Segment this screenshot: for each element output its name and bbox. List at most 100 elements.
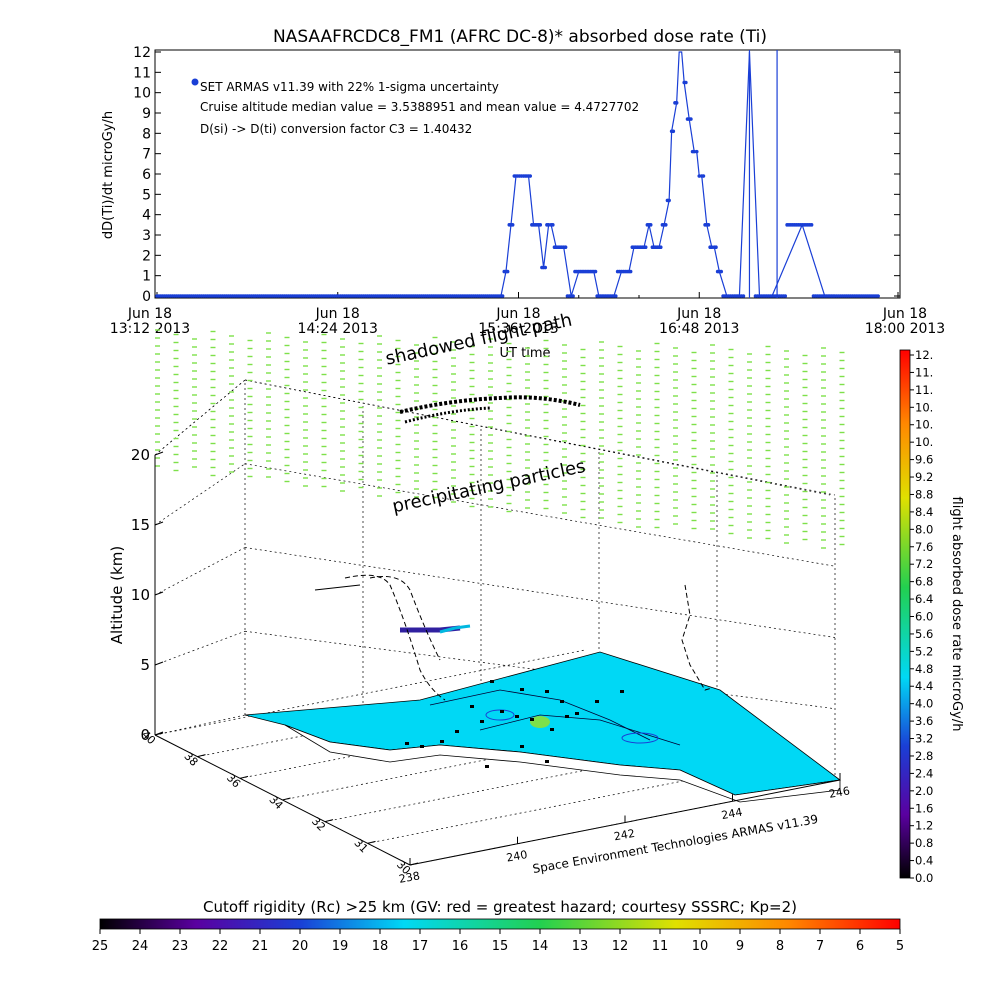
data-point	[701, 174, 706, 178]
dose-colorbar-tick-label: 10.	[915, 400, 933, 414]
altitude-gridline-left	[154, 630, 246, 666]
dose-rate-colorbar-ticks: 12. 11. 11. 10. 10. 10. 9.6 9.2 8.8 8.4 8.0 7.6 7.2 6…	[910, 348, 933, 885]
latitude-tick	[239, 775, 249, 779]
flight-segment-cruise-2	[439, 624, 471, 634]
data-point	[694, 149, 699, 154]
latitude-tick	[409, 862, 419, 866]
latitude-tick-label: 36	[224, 771, 243, 790]
longitude-tick-label: 242	[613, 827, 636, 843]
dose-colorbar-tick-label: 8.8	[915, 487, 933, 501]
altitude-gridline-left	[154, 547, 246, 596]
track-dot	[480, 720, 484, 723]
dose-colorbar-tick-label: 5.6	[915, 627, 933, 641]
top-x-tick-time: 14:24 2013	[298, 321, 378, 337]
track-dot	[565, 715, 569, 718]
dose-colorbar-tick-label: 6.4	[915, 592, 933, 606]
data-point	[528, 174, 533, 178]
data-point	[674, 101, 679, 105]
rigidity-tick-label: 25	[92, 939, 109, 954]
track-dot	[485, 765, 489, 768]
top-x-tick-date: Jun 18	[315, 306, 360, 322]
data-point	[658, 245, 663, 249]
longitude-tick-label: 240	[505, 848, 528, 864]
shadowed-track-stub	[314, 584, 361, 591]
dose-colorbar-tick-label: 0.8	[915, 836, 933, 850]
ocean-coastline	[284, 724, 841, 803]
dose-colorbar-tick-label: 1.2	[915, 819, 933, 833]
altitude-gridline-left	[154, 714, 246, 736]
dose-colorbar-tick-label: 1.6	[915, 801, 933, 815]
track-dot	[520, 745, 524, 748]
top-y-tick-label: 10	[133, 86, 151, 102]
rigidity-tick-label: 22	[212, 939, 229, 954]
dose-colorbar-tick-label: 10.	[915, 418, 933, 432]
rigidity-tick-label: 18	[372, 939, 389, 954]
data-point	[671, 129, 676, 134]
data-point	[538, 223, 543, 227]
top-y-tick-label: 4	[142, 208, 151, 224]
data-point	[551, 223, 555, 227]
data-point	[663, 223, 668, 227]
data-point	[563, 245, 568, 249]
data-point	[706, 223, 711, 227]
legend-line-2: Cruise altitude median value = 3.5388951…	[200, 100, 639, 114]
track-dot	[545, 690, 549, 693]
top-plane-edge	[154, 379, 246, 456]
rigidity-tick-label: 6	[856, 939, 864, 954]
altitude-tick	[154, 521, 164, 526]
top-x-axis-label: UT time	[500, 346, 551, 361]
dose-colorbar-tick-label: 2.0	[915, 784, 933, 798]
rigidity-tick-label: 11	[652, 939, 669, 954]
longitude-tick-label: 244	[720, 806, 743, 822]
altitude-tick	[154, 661, 164, 666]
cutoff-rigidity-colorbar: Cutoff rigidity (Rc) >25 km (GV: red = g…	[92, 898, 904, 954]
top-x-tick-date: Jun 18	[882, 306, 927, 322]
dose-colorbar-tick-label: 4.0	[915, 697, 933, 711]
track-dot	[575, 712, 579, 715]
data-point	[571, 294, 575, 298]
track-dot	[520, 688, 524, 691]
data-point	[689, 117, 693, 121]
precipitating-particles	[155, 329, 845, 549]
data-point	[593, 269, 598, 274]
data-point	[613, 294, 618, 298]
top-x-tick-time: 16:48 2013	[659, 321, 739, 337]
data-point	[697, 174, 702, 178]
altitude-gridline-back	[244, 630, 836, 710]
track-dot	[470, 705, 474, 708]
cutoff-rigidity-title: Cutoff rigidity (Rc) >25 km (GV: red = g…	[203, 898, 797, 916]
rigidity-tick-label: 17	[412, 939, 429, 954]
top-y-tick-label: 3	[142, 228, 151, 244]
rigidity-tick-label: 8	[776, 939, 784, 954]
rigidity-tick-label: 12	[612, 939, 629, 954]
rigidity-tick-label: 5	[896, 939, 904, 954]
track-dot	[405, 742, 409, 745]
altitude-tick	[154, 451, 164, 456]
data-point	[643, 245, 648, 249]
armas-credit: Space Environment Technologies ARMAS v11…	[531, 812, 819, 876]
dose-colorbar-tick-label: 6.8	[915, 575, 933, 589]
latitude-tick-label: 34	[266, 793, 285, 812]
dose-colorbar-tick-label: 9.6	[915, 453, 933, 467]
track-dot	[545, 760, 549, 763]
dose-colorbar-tick-label: 11.	[915, 383, 933, 397]
top-y-tick-label: 6	[142, 167, 151, 183]
rigidity-tick-label: 16	[452, 939, 469, 954]
altitude-gridline-left	[154, 463, 246, 526]
rigidity-tick-label: 9	[736, 939, 744, 954]
track-dot	[530, 718, 534, 721]
track-dot	[515, 715, 519, 718]
top-x-tick-time: 15:36 2013	[478, 321, 558, 337]
dose-colorbar-tick-label: 3.6	[915, 714, 933, 728]
latitude-tick	[324, 819, 334, 823]
precipitating-particles-label: precipitating particles	[390, 456, 587, 517]
shadowed-track-west-2	[369, 576, 441, 661]
floor-gridline	[154, 649, 586, 736]
data-point	[783, 294, 788, 298]
track-dot	[560, 700, 564, 703]
dose-colorbar-tick-label: 4.8	[915, 662, 933, 676]
data-point	[667, 198, 671, 203]
longitude-tick-label: 246	[828, 784, 851, 800]
